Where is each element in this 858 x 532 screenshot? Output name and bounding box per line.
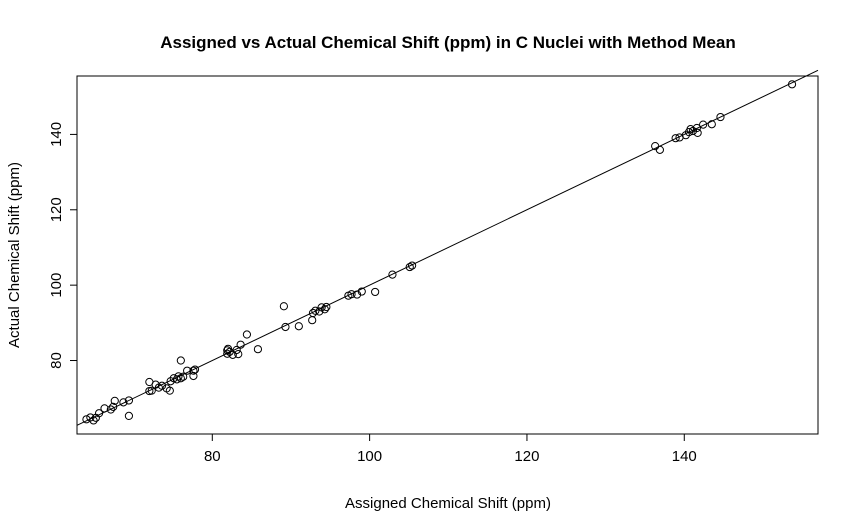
data-point [311,306,320,315]
y-tick-label: 100 [48,273,65,298]
data-point [716,112,725,122]
data-point [242,330,252,339]
data-point [189,371,198,381]
data-point [308,316,317,325]
data-point [408,261,417,270]
data-point [371,287,380,297]
data-point [693,128,702,138]
data-point [655,145,664,154]
data-point [106,405,115,414]
y-tick-label: 140 [48,122,65,147]
data-point [157,381,167,390]
data-point [236,340,245,349]
chart-title: Assigned vs Actual Chemical Shift (ppm) … [160,33,736,52]
data-point [174,372,183,381]
data-point [405,262,414,272]
y-tick-label: 80 [48,352,65,369]
data-point [183,366,192,375]
x-axis: 80 100 120 140 [204,434,697,465]
data-points [82,80,797,425]
x-tick-label: 140 [672,448,697,465]
data-point [671,134,680,143]
data-point [388,270,397,279]
data-point [89,416,98,425]
data-point [124,411,134,421]
plot-area-frame [76,75,819,435]
data-point [686,125,695,134]
data-point [253,345,263,354]
data-point [322,302,331,312]
data-point [787,80,797,89]
data-point [347,290,356,299]
data-point [223,349,232,358]
data-point [165,386,174,395]
data-point [176,374,185,383]
y-axis: 80 100 120 140 [48,122,77,369]
data-point [94,409,104,418]
data-point [223,346,232,355]
data-point [234,350,243,359]
data-point [147,386,156,395]
data-point [228,350,237,359]
data-point [357,287,366,296]
data-point [308,308,318,318]
data-point [707,120,716,129]
data-point [109,402,118,411]
data-point [294,322,303,331]
data-point [232,345,241,355]
x-tick-label: 120 [514,448,539,465]
data-point [281,322,290,332]
data-point [320,305,329,314]
y-axis-label: Actual Chemical Shift (ppm) [6,162,23,348]
data-point [279,302,288,311]
data-point [315,307,324,316]
data-point [179,372,188,381]
y-tick-label: 120 [48,197,65,222]
data-point [189,366,198,375]
data-point [110,396,119,405]
x-tick-label: 80 [204,448,221,465]
data-point [190,365,200,374]
data-point [699,120,708,129]
data-point [100,404,109,413]
data-point [692,123,701,133]
data-point [124,396,134,405]
data-point [176,356,185,365]
x-tick-label: 100 [357,448,382,465]
data-point [119,398,128,407]
x-axis-label: Assigned Chemical Shift (ppm) [345,495,551,512]
